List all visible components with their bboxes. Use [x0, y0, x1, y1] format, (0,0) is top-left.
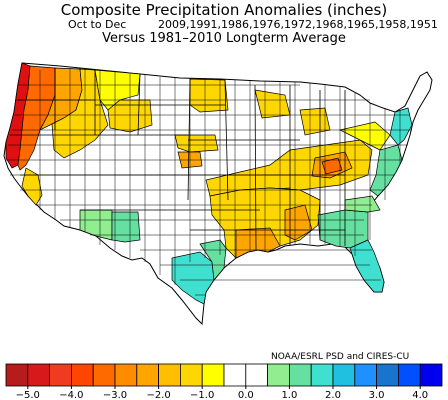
baseline-label: Versus 1981–2010 Longterm Average	[102, 31, 346, 46]
legend-bin	[136, 363, 160, 387]
data-source-credit: NOAA/ESRL PSD and CIRES-CU	[271, 352, 410, 362]
legend-tick-label: −5.0	[16, 390, 40, 400]
louisiana-dry	[235, 227, 281, 259]
michigan-dry	[299, 107, 331, 136]
us-map	[3, 62, 433, 326]
legend-tick-label: −1.0	[190, 390, 214, 400]
legend-bin	[376, 363, 399, 387]
legend-bin	[114, 363, 138, 387]
dakotas-dry	[189, 78, 229, 113]
legend-bin	[223, 363, 247, 387]
legend-bin	[49, 363, 72, 387]
legend-bin	[92, 363, 116, 387]
legend-tick-label: 4.0	[412, 390, 428, 400]
mid-atlantic-wet	[369, 144, 403, 197]
years-list: 2009,1991,1986,1976,1972,1968,1965,1958,…	[158, 18, 438, 31]
legend-bin	[267, 363, 290, 387]
legend-bin	[27, 363, 50, 387]
season-label: Oct to Dec	[68, 18, 127, 31]
florida-wet	[349, 239, 385, 293]
legend-bin	[288, 363, 312, 387]
legend-bin	[245, 363, 269, 387]
legend-tick-label: −3.0	[103, 390, 127, 400]
legend-bin	[158, 363, 181, 387]
legend-bin	[354, 363, 377, 387]
legend-tick-label: 2.0	[325, 390, 341, 400]
new-mexico-wet	[111, 211, 141, 243]
legend-tick-label: −2.0	[146, 390, 170, 400]
northeast-wet	[389, 107, 413, 146]
color-scale-legend: −5.0−4.0−3.0−2.0−1.00.01.02.03.04.05.0	[5, 363, 443, 400]
legend-bin	[332, 363, 356, 387]
legend-bin	[71, 363, 94, 387]
legend-bin	[179, 363, 203, 387]
state-borders	[10, 68, 346, 251]
legend-tick-label: 1.0	[281, 390, 297, 400]
legend-tick-label: −4.0	[59, 390, 83, 400]
legend-bin	[419, 363, 443, 387]
legend-bin	[310, 363, 334, 387]
legend-bin	[201, 363, 225, 387]
legend-tick-label: 0.0	[238, 390, 254, 400]
map-title: Composite Precipitation Anomalies (inche…	[60, 1, 388, 19]
nebraska-dry	[174, 134, 219, 153]
southeast-wet	[317, 209, 369, 249]
legend-bin	[5, 363, 29, 387]
legend-bin	[397, 363, 421, 387]
legend-tick-label: 3.0	[369, 390, 385, 400]
kentucky-dry-moderate	[321, 157, 343, 175]
